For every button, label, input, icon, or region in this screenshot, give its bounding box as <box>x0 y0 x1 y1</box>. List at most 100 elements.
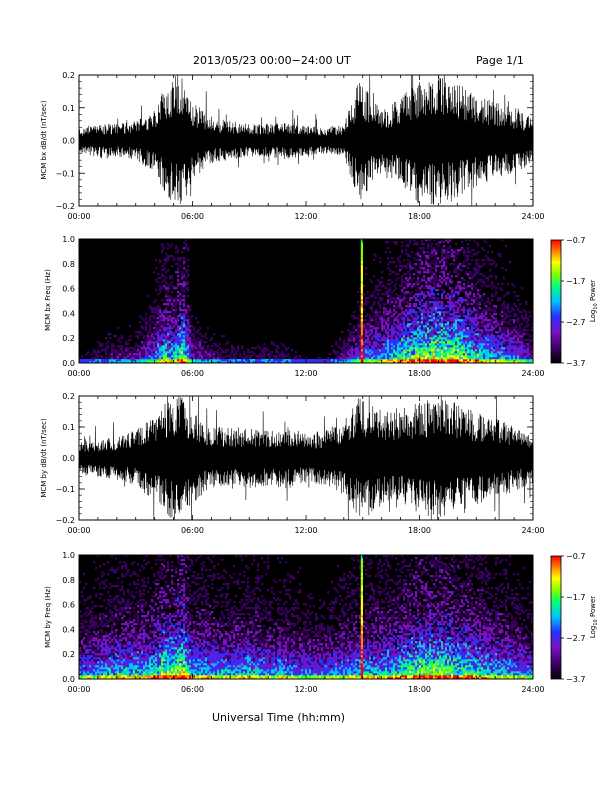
spectrogram-cell <box>421 247 424 250</box>
spectrogram-cell <box>353 325 356 328</box>
spectrogram-cell <box>415 361 418 364</box>
spectrogram-cell <box>161 245 164 248</box>
spectrogram-cell <box>519 347 522 350</box>
spectrogram-cell <box>89 361 92 364</box>
spectrogram-cell <box>439 327 442 330</box>
spectrogram-cell <box>421 325 424 328</box>
spectrogram-cell <box>363 325 366 328</box>
spectrogram-cell <box>503 333 506 336</box>
spectrogram-cell <box>247 361 250 364</box>
spectrogram-spike <box>360 325 363 328</box>
spectrogram-cell <box>479 331 482 334</box>
spectrogram-cell <box>167 287 170 290</box>
spectrogram-cell <box>407 307 410 310</box>
spectrogram-cell <box>167 259 170 262</box>
spectrogram-cell <box>501 283 504 286</box>
spectrogram-cell <box>401 309 404 312</box>
spectrogram-cell <box>259 347 262 350</box>
spectrogram-cell <box>155 317 158 320</box>
spectrogram-cell <box>391 335 394 338</box>
spectrogram-cell <box>165 259 168 262</box>
spectrogram-cell <box>469 251 472 254</box>
spectrogram-cell <box>429 357 432 360</box>
spectrogram-cell <box>143 345 146 348</box>
spectrogram-cell <box>485 339 488 342</box>
spectrogram-cell <box>517 349 520 352</box>
spectrogram-cell <box>261 349 264 352</box>
spectrogram-cell <box>507 339 510 342</box>
spectrogram-cell <box>461 359 464 362</box>
spectrogram-cell <box>195 343 198 346</box>
spectrogram-cell <box>465 321 468 324</box>
x-tick-label: 12:00 <box>294 526 317 535</box>
spectrogram-cell <box>491 325 494 328</box>
spectrogram-cell <box>449 349 452 352</box>
spectrogram-cell <box>469 351 472 354</box>
spectrogram-cell <box>203 355 206 358</box>
spectrogram-cell <box>381 343 384 346</box>
spectrogram-cell <box>399 339 402 342</box>
spectrogram-cell <box>141 351 144 354</box>
spectrogram-cell <box>155 323 158 326</box>
spectrogram-cell <box>159 287 162 290</box>
spectrogram-cell <box>115 361 118 364</box>
spectrogram-cell <box>371 359 374 362</box>
spectrogram-cell <box>467 311 470 314</box>
spectrogram-cell <box>171 255 174 258</box>
spectrogram-cell <box>493 329 496 332</box>
spectrogram-cell <box>525 325 528 328</box>
spectrogram-cell <box>441 303 444 306</box>
spectrogram-cell <box>101 349 104 352</box>
spectrogram-cell <box>133 361 136 364</box>
spectrogram-bx <box>79 239 534 364</box>
spectrogram-cell <box>459 335 462 338</box>
spectrogram-cell <box>239 361 242 364</box>
spectrogram-cell <box>463 299 466 302</box>
spectrogram-cell <box>479 333 482 336</box>
spectrogram-cell <box>443 331 446 334</box>
spectrogram-cell <box>375 329 378 332</box>
spectrogram-cell <box>397 329 400 332</box>
spectrogram-cell <box>441 353 444 356</box>
spectrogram-cell <box>207 353 210 356</box>
spectrogram-cell <box>343 347 346 350</box>
spectrogram-cell <box>243 359 246 362</box>
spectrogram-cell <box>429 271 432 274</box>
spectrogram-cell <box>445 337 448 340</box>
spectrogram-cell <box>429 347 432 350</box>
spectrogram-cell <box>145 341 148 344</box>
spectrogram-cell <box>423 341 426 344</box>
spectrogram-cell <box>395 341 398 344</box>
spectrogram-cell <box>235 359 238 362</box>
spectrogram-cell <box>167 315 170 318</box>
spectrogram-cell <box>91 361 94 364</box>
spectrogram-cell <box>425 325 428 328</box>
spectrogram-cell <box>377 321 380 324</box>
spectrogram-cell <box>483 331 486 334</box>
spectrogram-cell <box>393 285 396 288</box>
spectrogram-cell <box>165 341 168 344</box>
spectrogram-cell <box>359 305 362 308</box>
spectrogram-cell <box>359 287 362 290</box>
spectrogram-cell <box>447 303 450 306</box>
spectrogram-cell <box>397 259 400 262</box>
spectrogram-cell <box>157 357 160 360</box>
spectrogram-cell <box>379 311 382 314</box>
spectrogram-cell <box>495 341 498 344</box>
spectrogram-cell <box>181 361 184 364</box>
spectrogram-cell <box>503 361 506 364</box>
spectrogram-cell <box>365 349 368 352</box>
spectrogram-cell <box>433 287 436 290</box>
spectrogram-cell <box>343 345 346 348</box>
spectrogram-cell <box>313 361 316 364</box>
spectrogram-cell <box>491 343 494 346</box>
spectrogram-cell <box>365 327 368 330</box>
spectrogram-cell <box>165 277 168 280</box>
spectrogram-cell <box>177 325 180 328</box>
spectrogram-cell <box>169 317 172 320</box>
spectrogram-cell <box>181 353 184 356</box>
spectrogram-cell <box>197 345 200 348</box>
spectrogram-cell <box>447 345 450 348</box>
spectrogram-cell <box>367 357 370 360</box>
spectrogram-cell <box>439 285 442 288</box>
